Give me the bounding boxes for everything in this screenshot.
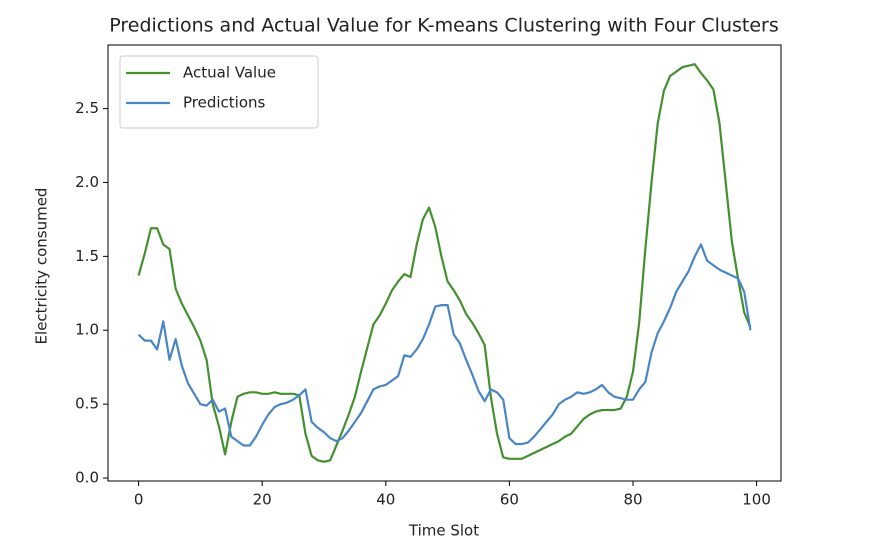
y-tick-label: 2.0 (75, 173, 99, 191)
x-tick-label: 60 (500, 491, 519, 509)
x-tick-label: 100 (742, 491, 771, 509)
y-tick-label: 0.0 (75, 469, 99, 487)
y-tick-label: 1.0 (75, 321, 99, 339)
x-tick-label: 20 (253, 491, 272, 509)
chart-title: Predictions and Actual Value for K-means… (109, 15, 779, 37)
plot-frame (107, 44, 782, 482)
y-tick-label: 2.5 (75, 99, 99, 117)
data-line (137, 243, 752, 447)
legend-label: Predictions (183, 94, 266, 112)
x-axis-label: Time Slot (408, 522, 479, 540)
x-tick-label: 80 (623, 491, 642, 509)
y-tick-label: 0.5 (75, 395, 99, 413)
data-line (137, 63, 752, 463)
x-tick-label: 40 (376, 491, 395, 509)
y-tick-label: 1.5 (75, 247, 99, 265)
y-axis-label: Electricity consumed (33, 188, 51, 345)
legend-label: Actual Value (183, 64, 276, 82)
x-tick-label: 0 (134, 491, 144, 509)
